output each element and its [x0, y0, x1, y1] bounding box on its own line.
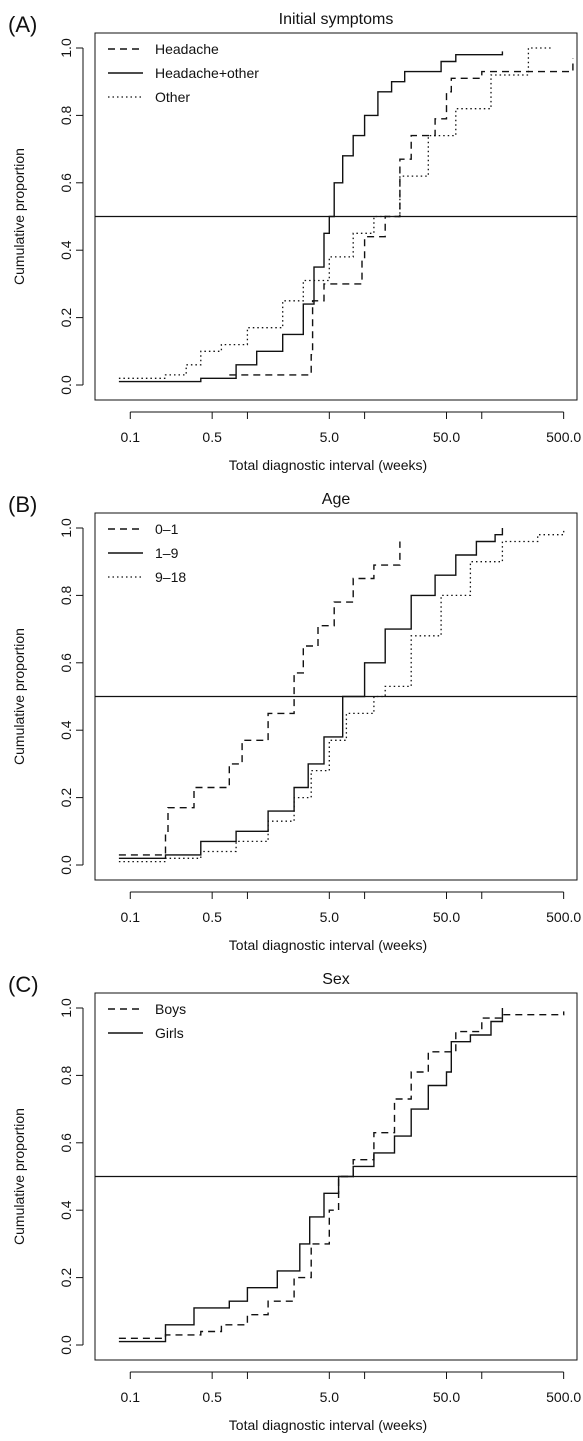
- series-line-2: [118, 1008, 504, 1343]
- chart-panel-3: (C) Sex 0.0 0.2 0.4 0.6 0.8 1.0 Cumulative propo…: [8, 971, 581, 1433]
- series-line-3: [118, 528, 565, 863]
- x-tick-label: 0.1: [121, 429, 141, 445]
- legend-label: Girls: [155, 1025, 184, 1041]
- y-tick-label: 1.0: [58, 998, 74, 1018]
- x-tick-label: 500.0: [546, 429, 581, 445]
- legend: Headache Headache+other Other: [108, 41, 259, 105]
- x-tick-label: 5.0: [320, 909, 340, 925]
- x-tick-label: 0.1: [121, 1389, 141, 1405]
- chart-title: Age: [322, 491, 351, 508]
- panel-label: (A): [8, 12, 37, 37]
- legend-label: 1–9: [155, 545, 179, 561]
- y-tick-label: 1.0: [58, 38, 74, 58]
- y-tick-label: 0.2: [58, 788, 74, 808]
- legend-label: 0–1: [155, 521, 179, 537]
- legend-label: Headache+other: [155, 65, 259, 81]
- legend-label: Boys: [155, 1001, 186, 1017]
- legend-label: Headache: [155, 41, 219, 57]
- x-tick-label: 50.0: [433, 909, 460, 925]
- panel-label: (C): [8, 972, 39, 997]
- x-tick-label: 0.1: [121, 909, 141, 925]
- y-tick-label: 0.8: [58, 585, 74, 605]
- series-line-2: [118, 51, 504, 383]
- y-tick-label: 0.0: [58, 375, 74, 395]
- x-tick-label: 50.0: [433, 429, 460, 445]
- series-line-2: [118, 528, 504, 859]
- x-axis-label: Total diagnostic interval (weeks): [229, 457, 427, 473]
- x-axis-label: Total diagnostic interval (weeks): [229, 1417, 427, 1433]
- series-line-3: [118, 47, 553, 379]
- x-tick-label: 50.0: [433, 1389, 460, 1405]
- series-line-1: [118, 541, 401, 856]
- y-tick-label: 0.6: [58, 653, 74, 673]
- y-tick-label: 0.4: [58, 720, 74, 740]
- chart-panel-2: (B) Age 0.0 0.2 0.4 0.6 0.8 1.0 Cumulative propo…: [8, 491, 581, 953]
- y-tick-label: 0.6: [58, 1133, 74, 1153]
- chart-panel-1: (A) Initial symptoms 0.0 0.2 0.4 0.6 0.8 1.0 Cum…: [8, 11, 581, 473]
- x-tick-label: 0.5: [202, 1389, 222, 1405]
- y-tick-label: 0.4: [58, 1200, 74, 1220]
- x-tick-label: 5.0: [320, 429, 340, 445]
- legend-label: Other: [155, 89, 190, 105]
- x-tick-label: 500.0: [546, 909, 581, 925]
- y-tick-label: 0.2: [58, 1268, 74, 1288]
- y-tick-label: 0.8: [58, 1065, 74, 1085]
- legend: 0–1 1–9 9–18: [108, 521, 186, 585]
- y-axis-label: Cumulative proportion: [11, 628, 27, 765]
- series-line-1: [229, 58, 574, 376]
- chart-title: Sex: [322, 971, 350, 988]
- legend: Boys Girls: [108, 1001, 186, 1041]
- x-tick-label: 5.0: [320, 1389, 340, 1405]
- y-tick-label: 0.0: [58, 855, 74, 875]
- x-tick-label: 0.5: [202, 429, 222, 445]
- panel-label: (B): [8, 492, 37, 517]
- x-axis-label: Total diagnostic interval (weeks): [229, 937, 427, 953]
- chart-title: Initial symptoms: [279, 11, 394, 28]
- y-tick-label: 0.8: [58, 105, 74, 125]
- x-tick-label: 500.0: [546, 1389, 581, 1405]
- y-tick-label: 0.6: [58, 173, 74, 193]
- x-tick-label: 0.5: [202, 909, 222, 925]
- y-tick-label: 1.0: [58, 518, 74, 538]
- y-tick-label: 0.0: [58, 1335, 74, 1355]
- y-axis-label: Cumulative proportion: [11, 148, 27, 285]
- y-tick-label: 0.4: [58, 240, 74, 260]
- legend-label: 9–18: [155, 569, 186, 585]
- series-line-1: [118, 1011, 565, 1339]
- y-axis-label: Cumulative proportion: [11, 1108, 27, 1245]
- y-tick-label: 0.2: [58, 308, 74, 328]
